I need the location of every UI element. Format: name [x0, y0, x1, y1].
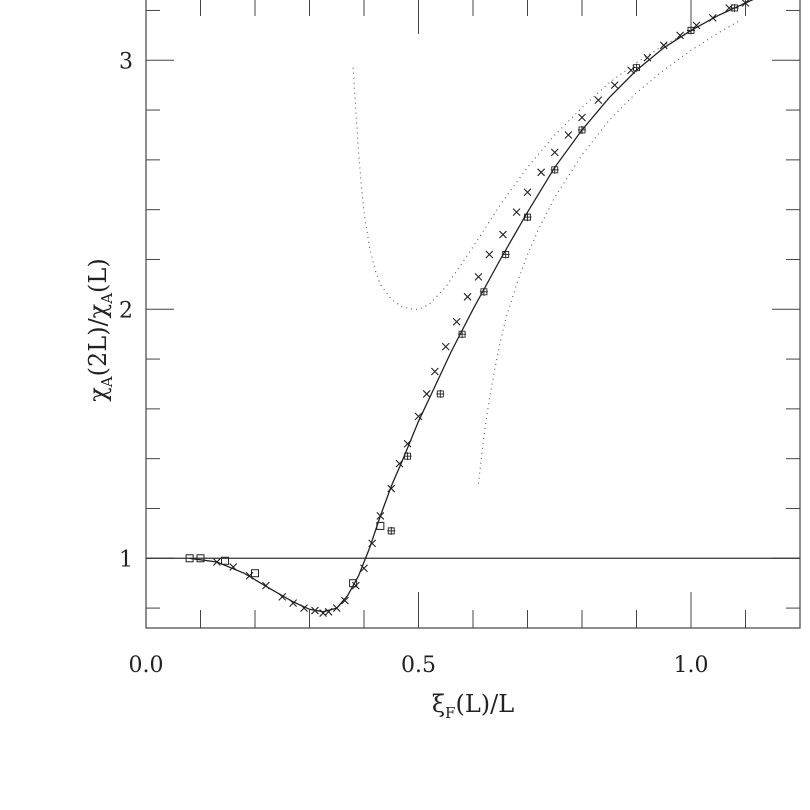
cross-marker [245, 571, 254, 580]
cross-marker [708, 14, 717, 22]
cross-marker [212, 558, 221, 566]
plus-box-marker [730, 3, 739, 12]
cross-marker [324, 607, 333, 616]
x-tick-label: 1.0 [674, 653, 709, 678]
cross-marker [387, 484, 396, 493]
cross-marker [643, 53, 652, 62]
square-marker [349, 579, 358, 588]
square-marker [185, 554, 194, 563]
cross-marker [430, 367, 439, 376]
plot-frame [145, 0, 801, 629]
cross-marker [368, 539, 377, 548]
fit-curve [189, 0, 754, 613]
cross-marker [229, 563, 238, 571]
tick-labels: 0.0 0.5 1.0 1 2 3 [119, 49, 709, 678]
cross-marker [341, 596, 349, 605]
axis-ticks [145, 0, 800, 628]
cross-marker [278, 592, 287, 601]
cross-marker [485, 250, 494, 259]
cross-marker [395, 459, 404, 468]
square-marker [196, 554, 205, 563]
cross-marker [360, 564, 368, 573]
cross-marker [351, 581, 360, 590]
dotted-curve [352, 2, 746, 310]
plus-box-marker [458, 330, 467, 339]
plus-box-marker [479, 287, 488, 296]
x-axis-label: ξF(L)/L [432, 690, 514, 722]
cross-marker [452, 317, 461, 326]
plus-box-marker [501, 250, 510, 259]
cross-marker [262, 581, 270, 590]
data-points [185, 0, 750, 617]
cross-marker [441, 342, 450, 351]
plus-box-marker [687, 26, 695, 35]
cross-marker [474, 273, 483, 281]
square-marker [221, 556, 230, 565]
plus-box-marker [578, 125, 586, 134]
cross-marker [499, 230, 507, 239]
plus-box-marker [436, 389, 445, 398]
y-axis-label: χA(2L)/χA(L) [84, 258, 116, 401]
dotted-curve [477, 19, 741, 484]
y-tick-label: 1 [119, 547, 133, 572]
cross-marker [564, 131, 573, 139]
cross-marker [289, 599, 298, 607]
y-tick-label: 3 [119, 49, 133, 74]
cross-marker [512, 208, 521, 217]
cross-marker [550, 148, 559, 157]
cross-marker [523, 188, 532, 197]
plus-box-marker [523, 213, 532, 222]
x-tick-label: 0.0 [129, 653, 164, 678]
square-marker [376, 521, 385, 530]
cross-marker [300, 604, 308, 612]
cross-marker [578, 113, 586, 122]
cross-marker [311, 606, 319, 615]
cross-marker [594, 96, 603, 104]
cross-marker [414, 412, 423, 421]
plus-box-marker [387, 526, 396, 535]
plus-box-marker [403, 452, 412, 461]
cross-marker [403, 439, 412, 448]
cross-marker [610, 81, 619, 90]
plus-box-marker [632, 63, 641, 72]
cross-marker [741, 0, 750, 7]
cross-marker [676, 31, 684, 40]
plus-box-marker [550, 165, 559, 174]
cross-marker [659, 41, 668, 50]
cross-marker [537, 168, 546, 177]
cross-marker [422, 390, 431, 398]
dotted-curves [352, 2, 746, 484]
cross-marker [376, 512, 385, 520]
x-tick-label: 0.5 [401, 653, 436, 678]
cross-marker [463, 292, 472, 301]
cross-marker [332, 604, 341, 612]
fit-curve-group [189, 0, 754, 613]
y-tick-label: 2 [119, 298, 133, 323]
